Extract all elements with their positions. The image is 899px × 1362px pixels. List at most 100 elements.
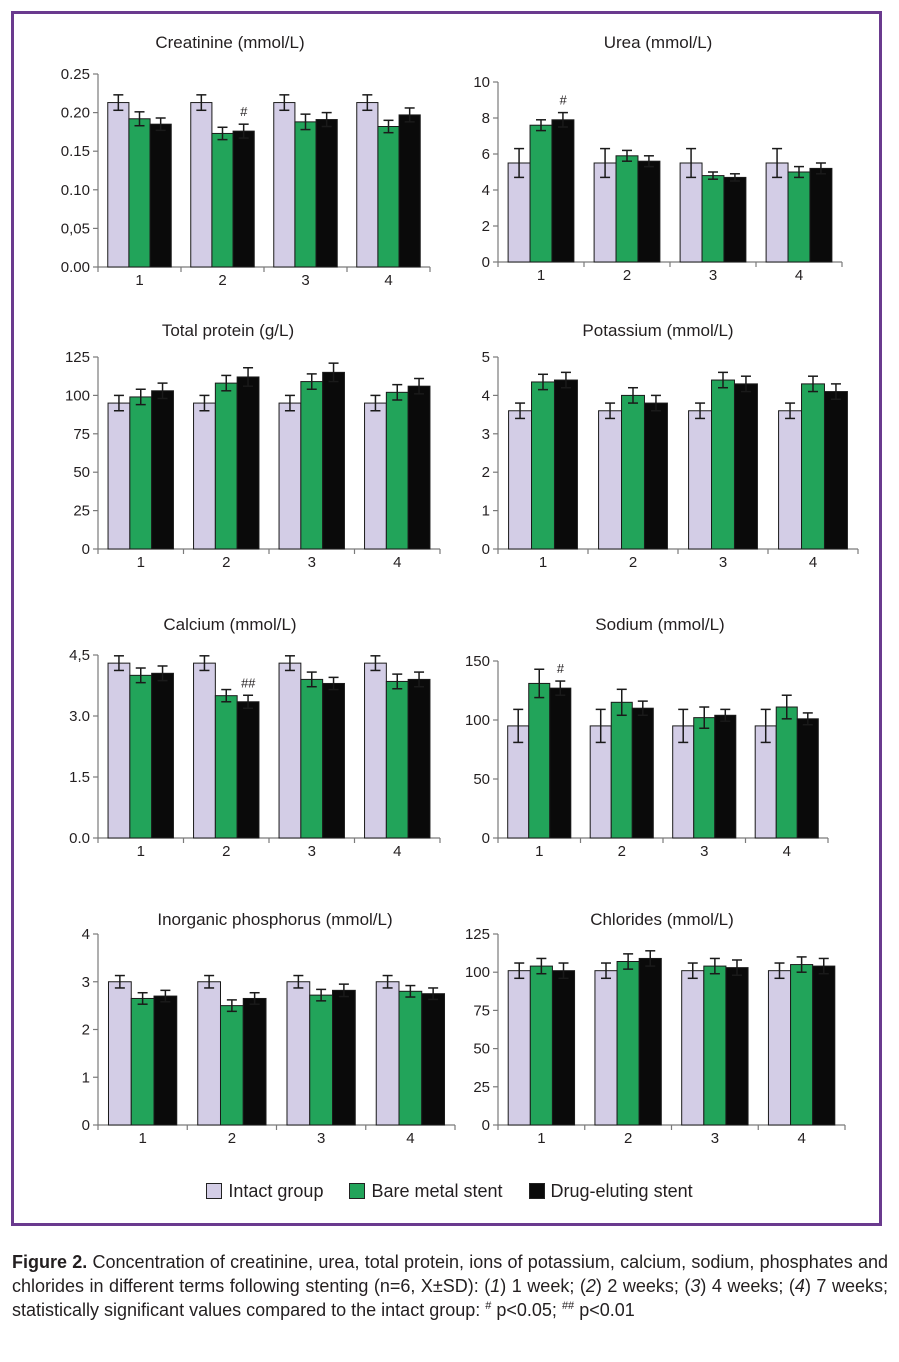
bar <box>529 965 553 1126</box>
chart-title: Calcium (mmol/L) <box>163 615 296 634</box>
y-tick-label: 100 <box>465 964 490 981</box>
x-tick-label: 1 <box>138 1130 146 1147</box>
y-tick-label: 0 <box>482 254 490 271</box>
chart-panel: Sodium (mmol/L) 0 50 100 150 1 2 3 4 # <box>465 615 829 860</box>
chart-title: Potassium (mmol/L) <box>582 321 733 340</box>
y-tick-label: 50 <box>473 771 490 788</box>
bar <box>398 990 423 1126</box>
x-tick-label: 3 <box>301 272 309 289</box>
chart-panel: Inorganic phosphorus (mmol/L) 0 1 2 3 4 1 2 3 4 <box>82 910 456 1147</box>
caption-item-1: 1 <box>490 1276 501 1296</box>
bar <box>197 981 221 1126</box>
x-tick-label: 1 <box>535 843 543 860</box>
x-tick-label: 2 <box>618 843 626 860</box>
bar <box>778 410 803 550</box>
bar <box>309 994 334 1126</box>
legend-item-bare-metal: Bare metal stent <box>349 1180 503 1202</box>
chart-title: Total protein (g/L) <box>162 321 294 340</box>
bar <box>398 114 421 268</box>
x-tick-label: 3 <box>711 1130 719 1147</box>
y-tick-label: 150 <box>465 653 490 670</box>
y-tick-label: 0.20 <box>61 105 90 122</box>
y-tick-label: 1 <box>82 1069 90 1086</box>
y-tick-label: 75 <box>73 426 90 443</box>
caption-text: p<0.05; <box>491 1300 562 1320</box>
y-tick-label: 100 <box>465 712 490 729</box>
significance-mark: # <box>559 93 567 108</box>
bar <box>787 171 811 263</box>
caption-text: Concentration of creatinine, urea, total… <box>12 1252 889 1296</box>
y-tick-label: 2 <box>82 1022 90 1039</box>
y-tick-label: 0 <box>82 541 90 558</box>
legend-label-drug-eluting: Drug-eluting stent <box>550 1180 693 1201</box>
bar <box>190 102 213 268</box>
bar <box>809 167 833 263</box>
y-tick-label: 0.25 <box>61 66 90 83</box>
caption-text: ) 1 week; ( <box>500 1276 586 1296</box>
bar <box>551 970 576 1126</box>
y-tick-label: 8 <box>482 110 490 127</box>
legend-label-bare-metal: Bare metal stent <box>371 1180 503 1201</box>
y-tick-label: 3 <box>82 974 90 991</box>
y-tick-label: 1 <box>482 503 490 520</box>
chart-title: Sodium (mmol/L) <box>595 615 724 634</box>
bar <box>356 102 379 268</box>
bar <box>598 410 623 550</box>
bar <box>385 680 409 839</box>
bar <box>801 383 825 550</box>
bar <box>107 662 131 839</box>
bar <box>531 381 555 550</box>
y-tick-label: 4 <box>482 387 490 404</box>
x-tick-label: 3 <box>308 843 316 860</box>
caption-item-4: 4 <box>794 1276 805 1296</box>
bar <box>723 176 747 263</box>
chart-panel: Chlorides (mmol/L) 0 25 50 75 100 125 1 2 3 4 <box>465 910 846 1147</box>
bar <box>364 662 387 839</box>
bar <box>681 970 705 1126</box>
chart-panel: Potassium (mmol/L) 0 1 2 3 4 5 1 2 3 4 <box>482 321 859 571</box>
caption-figure-label: Figure 2. <box>12 1252 88 1272</box>
x-tick-label: 1 <box>135 272 143 289</box>
bar <box>508 410 533 550</box>
bar <box>638 957 662 1126</box>
bar <box>643 402 668 550</box>
bar <box>549 687 572 839</box>
figure-frame <box>11 11 882 1226</box>
bar <box>364 402 387 550</box>
y-tick-label: 3 <box>482 426 490 443</box>
y-tick-label: 5 <box>482 349 490 366</box>
bar <box>733 383 758 550</box>
x-tick-label: 2 <box>623 267 631 284</box>
bar <box>714 714 737 839</box>
x-tick-label: 2 <box>228 1130 236 1147</box>
caption-text: ) 7 weeks; statistically significant val… <box>12 1276 888 1320</box>
bar <box>107 981 132 1126</box>
bar <box>273 102 296 268</box>
y-tick-label: 0 <box>482 830 490 847</box>
chart-panel: Calcium (mmol/L) 0.0 1.5 3.0 4,5 1 2 3 4 ## <box>69 615 441 860</box>
y-tick-label: 125 <box>465 926 490 943</box>
y-tick-label: 50 <box>473 1041 490 1058</box>
bar <box>377 125 400 268</box>
y-tick-label: 4 <box>82 926 90 943</box>
bar <box>278 402 302 550</box>
bar <box>711 379 735 550</box>
x-tick-label: 2 <box>624 1130 632 1147</box>
caption-text: ) 4 weeks; ( <box>700 1276 795 1296</box>
bar <box>594 970 618 1126</box>
x-tick-label: 1 <box>537 1130 545 1147</box>
bar <box>232 130 255 268</box>
bar <box>775 706 798 839</box>
y-tick-label: 1.5 <box>69 769 90 786</box>
bar <box>214 382 238 550</box>
y-tick-label: 75 <box>473 1002 490 1019</box>
bar <box>151 672 174 839</box>
y-tick-label: 2 <box>482 218 490 235</box>
bar <box>823 391 848 550</box>
chart-panel: Creatinine (mmol/L) 0.00 0,05 0.10 0.15 0.20 0… <box>61 33 431 289</box>
x-tick-label: 4 <box>795 267 803 284</box>
bar <box>725 967 749 1126</box>
chart-panel: Total protein (g/L) 0 25 50 75 100 125 1 2 3 4 <box>65 321 441 571</box>
bar <box>278 662 302 839</box>
